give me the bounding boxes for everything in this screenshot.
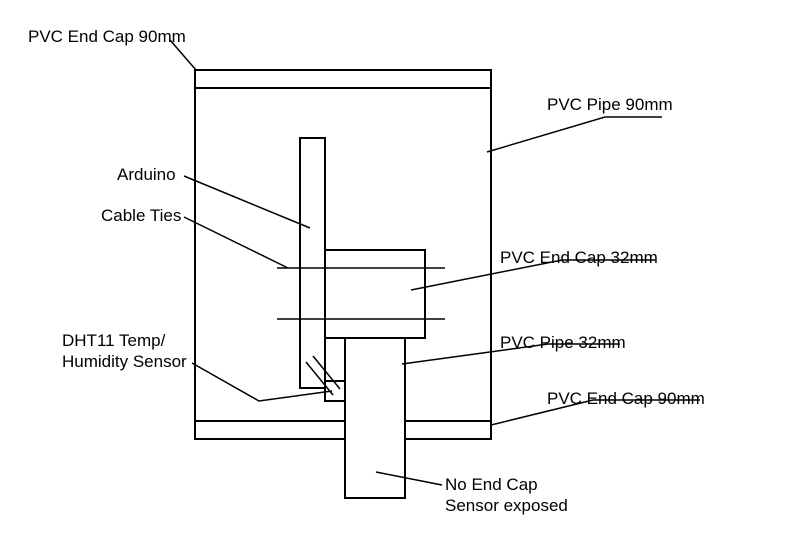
- label-endcap90-top: PVC End Cap 90mm: [28, 27, 186, 46]
- label-dht-2: Humidity Sensor: [62, 352, 187, 371]
- label-endcap90-bot: PVC End Cap 90mm: [547, 389, 705, 408]
- label-arduino: Arduino: [117, 165, 176, 184]
- label-noendcap: No End Cap: [445, 475, 538, 494]
- leader-pipe90: [487, 117, 662, 152]
- arduino-board: [300, 138, 325, 388]
- end-cap-90mm-top: [195, 70, 491, 88]
- end-cap-32mm: [325, 250, 425, 338]
- label-dht: DHT11 Temp/: [62, 331, 166, 350]
- label-pipe32: PVC Pipe 32mm: [500, 333, 626, 352]
- label-endcap32: PVC End Cap 32mm: [500, 248, 658, 267]
- label-noendcap-2: Sensor exposed: [445, 496, 568, 515]
- label-cableties: Cable Ties: [101, 206, 181, 225]
- end-cap-90mm-bottom: [195, 421, 491, 439]
- label-pipe90: PVC Pipe 90mm: [547, 95, 673, 114]
